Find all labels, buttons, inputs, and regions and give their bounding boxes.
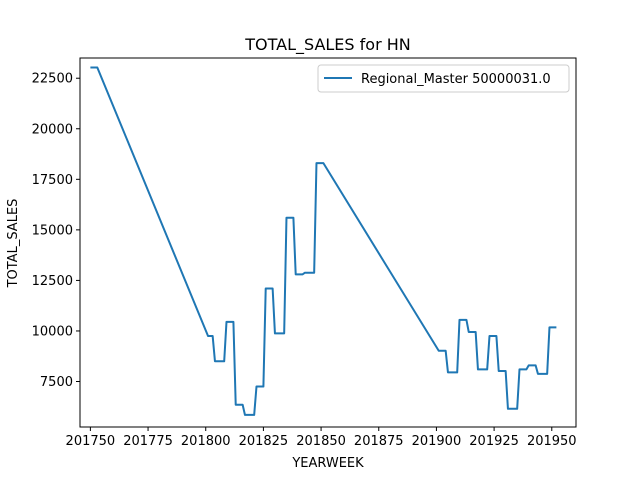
x-tick-label: 201875 — [354, 434, 404, 449]
x-tick-label: 201850 — [296, 434, 346, 449]
y-tick-label: 22500 — [32, 72, 73, 87]
x-tick-label: 201775 — [123, 434, 173, 449]
y-tick-label: 15000 — [32, 223, 73, 238]
series-line — [90, 66, 557, 416]
x-tick-label: 201925 — [469, 434, 519, 449]
plot-frame — [79, 57, 577, 428]
y-axis-label: TOTAL_SALES — [6, 199, 21, 289]
y-tick-label: 17500 — [32, 173, 73, 188]
y-tick-label: 12500 — [32, 274, 73, 289]
x-tick-label: 201800 — [181, 434, 231, 449]
x-axis-ticks: 201750 201775 201800 201825 201850 201875 2019… — [66, 427, 577, 449]
x-tick-label: 201950 — [527, 434, 577, 449]
y-tick-label: 10000 — [32, 324, 73, 339]
x-tick-label: 201750 — [66, 434, 116, 449]
chart-title: TOTAL_SALES for HN — [244, 35, 411, 55]
legend-box — [317, 64, 570, 93]
plot-content — [90, 66, 557, 416]
legend: Regional_Master 50000031.0 — [317, 64, 570, 93]
y-axis-ticks: 7500 10000 12500 15000 17500 20000 22500 — [32, 72, 80, 390]
legend-entry-label: Regional_Master 50000031.0 — [361, 72, 551, 87]
x-tick-label: 201825 — [239, 434, 289, 449]
x-axis-label: YEARWEEK — [291, 456, 364, 471]
y-tick-label: 7500 — [40, 375, 73, 390]
x-tick-label: 201900 — [412, 434, 462, 449]
y-tick-label: 20000 — [32, 122, 73, 137]
